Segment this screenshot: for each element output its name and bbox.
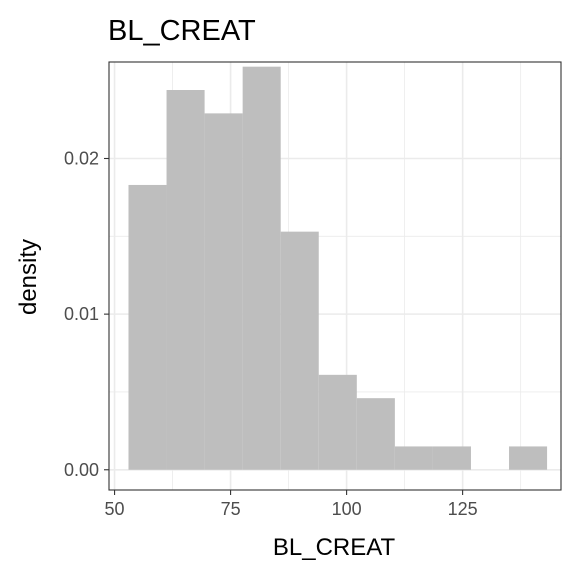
x-axis-label: BL_CREAT [273, 534, 396, 561]
histogram-bar [128, 184, 167, 470]
x-tick-label: 100 [332, 499, 362, 519]
x-axis: 50 75 100 125 [105, 490, 478, 519]
x-tick-label: 75 [221, 499, 241, 519]
histogram-bars [128, 66, 548, 470]
histogram-bar [432, 446, 471, 470]
histogram-bar [318, 374, 357, 470]
histogram-bar [394, 446, 433, 470]
histogram-bar [204, 113, 243, 470]
histogram-bar [242, 66, 281, 470]
histogram-bar [356, 398, 395, 470]
y-axis-label: density [15, 239, 42, 315]
x-tick-label: 50 [105, 499, 125, 519]
y-tick-label: 0.02 [64, 148, 99, 168]
y-tick-label: 0.01 [64, 304, 99, 324]
y-axis: 0.00 0.01 0.02 [64, 148, 109, 480]
panel-border [108, 61, 562, 491]
x-tick-label: 125 [448, 499, 478, 519]
chart-title: BL_CREAT [108, 15, 256, 47]
histogram-bar [166, 90, 205, 470]
y-tick-label: 0.00 [64, 460, 99, 480]
histogram-bar [509, 446, 548, 470]
histogram-bar [280, 231, 319, 470]
